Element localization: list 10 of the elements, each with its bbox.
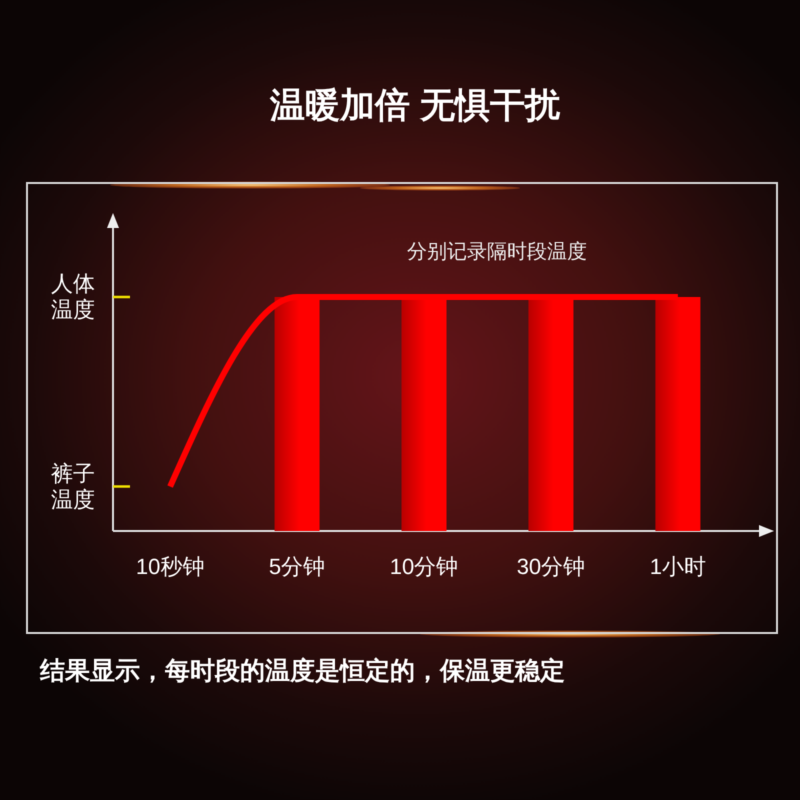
text: 人体温度 xyxy=(50,271,96,323)
x-tick-label: 10秒钟 xyxy=(136,554,204,579)
text: 分别记录隔时段温度 xyxy=(407,241,587,263)
chart-title: 温暖加倍 无惧干扰 xyxy=(269,86,561,125)
text: 裤子温度 xyxy=(50,460,96,513)
x-tick-label: 1小时 xyxy=(650,554,706,579)
text: 结果显示，每时段的温度是恒定的，保温更稳定 xyxy=(39,657,565,685)
x-tick-label: 5分钟 xyxy=(268,554,326,579)
x-tick-label: 30分钟 xyxy=(516,554,586,579)
x-tick-label: 10分钟 xyxy=(390,554,458,579)
